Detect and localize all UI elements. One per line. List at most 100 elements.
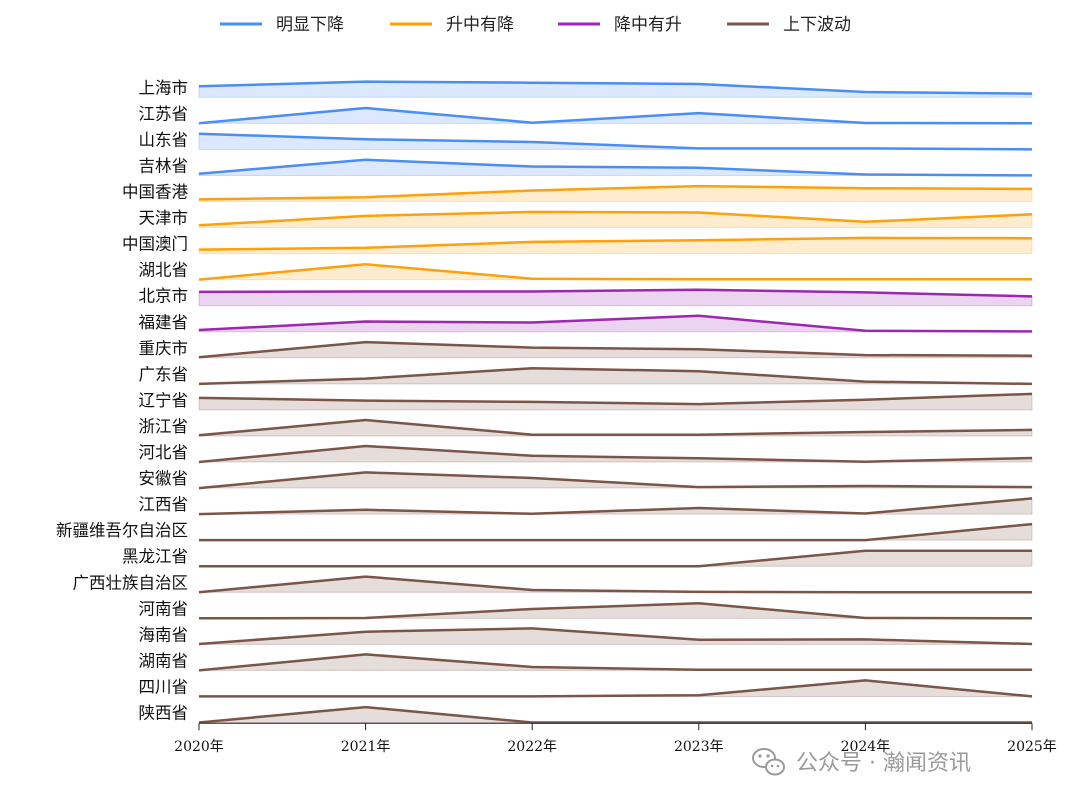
row-label: 北京市 — [139, 287, 189, 306]
row-line — [198, 653, 1032, 672]
row-label: 广西壮族自治区 — [73, 573, 189, 592]
row-area — [198, 523, 1033, 541]
row-湖北省: 湖北省 — [139, 261, 1033, 281]
row-山东省: 山东省 — [139, 130, 1033, 151]
row-area — [198, 679, 1033, 697]
row-广东省: 广东省 — [139, 365, 1033, 386]
x-tick-label: 2022年 — [507, 739, 557, 755]
row-line — [198, 184, 1033, 201]
row-area — [198, 133, 1033, 150]
row-area — [198, 627, 1033, 645]
legend-item-downup[interactable]: 降中有升 — [558, 15, 682, 35]
legend-label: 上下波动 — [783, 15, 851, 35]
row-天津市: 天津市 — [139, 209, 1033, 229]
row-安徽省: 安徽省 — [139, 469, 1033, 490]
row-line — [198, 705, 1032, 724]
legend: 明显下降 升中有降 降中有升 上下波动 — [220, 15, 851, 35]
legend-item-updown[interactable]: 升中有降 — [390, 15, 514, 35]
row-line — [198, 627, 1033, 646]
row-河南省: 河南省 — [139, 599, 1033, 620]
row-新疆维吾尔自治区: 新疆维吾尔自治区 — [56, 521, 1033, 542]
row-label: 上海市 — [139, 78, 189, 97]
row-label: 湖南省 — [139, 651, 189, 670]
watermark-text: 公众号 · 瀚闻资讯 — [796, 751, 971, 776]
row-label: 浙江省 — [139, 417, 189, 436]
row-label: 黑龙江省 — [122, 547, 188, 566]
row-吉林省: 吉林省 — [139, 156, 1033, 177]
row-area — [198, 706, 1032, 723]
row-line — [198, 288, 1033, 298]
legend-item-fluct[interactable]: 上下波动 — [727, 15, 851, 35]
row-label: 河南省 — [139, 599, 189, 618]
row-line — [198, 366, 1033, 386]
row-label: 陕西省 — [139, 704, 189, 723]
row-line — [198, 132, 1033, 151]
row-label: 江西省 — [139, 495, 189, 514]
legend-item-down[interactable]: 明显下降 — [220, 15, 344, 35]
row-line — [198, 236, 1033, 251]
row-line — [198, 497, 1033, 516]
row-label: 湖北省 — [139, 261, 189, 280]
x-axis: 2020年 2021年 2022年 2023年 2024年 2025年 — [174, 722, 1057, 755]
row-line — [198, 418, 1033, 437]
row-line — [198, 602, 1033, 620]
row-重庆市: 重庆市 — [139, 339, 1033, 359]
row-label: 江苏省 — [139, 104, 189, 123]
row-四川省: 四川省 — [139, 677, 1033, 698]
x-tick-label: 2021年 — [341, 739, 391, 755]
x-tick-label: 2023年 — [674, 739, 724, 755]
row-海南省: 海南省 — [139, 625, 1033, 646]
row-label: 海南省 — [139, 625, 189, 644]
row-陕西省: 陕西省 — [139, 704, 1032, 724]
row-label: 河北省 — [139, 443, 189, 462]
legend-label: 升中有降 — [446, 15, 514, 35]
row-line — [198, 263, 1032, 281]
x-tick-label: 2024年 — [841, 739, 891, 755]
x-tick-label: 2020年 — [174, 739, 224, 755]
row-上海市: 上海市 — [139, 78, 1033, 98]
row-河北省: 河北省 — [139, 443, 1033, 464]
row-line — [198, 575, 1032, 594]
row-江西省: 江西省 — [139, 495, 1033, 516]
row-area — [198, 107, 1033, 124]
row-label: 吉林省 — [139, 156, 189, 175]
row-line — [199, 549, 1032, 568]
row-line — [198, 444, 1033, 464]
row-北京市: 北京市 — [139, 287, 1033, 307]
row-label: 新疆维吾尔自治区 — [56, 521, 188, 540]
row-label: 福建省 — [139, 313, 189, 332]
watermark: 公众号 · 瀚闻资讯 — [752, 748, 971, 776]
row-江苏省: 江苏省 — [139, 104, 1033, 125]
row-广西壮族自治区: 广西壮族自治区 — [73, 573, 1033, 594]
row-label: 山东省 — [139, 130, 189, 149]
row-黑龙江省: 黑龙江省 — [122, 547, 1033, 568]
row-label: 辽宁省 — [139, 391, 189, 410]
row-label: 广东省 — [139, 365, 189, 384]
row-line — [198, 392, 1033, 406]
row-line — [198, 471, 1033, 490]
row-label: 中国香港 — [122, 183, 189, 202]
row-浙江省: 浙江省 — [139, 417, 1033, 437]
row-辽宁省: 辽宁省 — [139, 391, 1033, 411]
row-line — [199, 679, 1033, 698]
row-福建省: 福建省 — [139, 313, 1033, 333]
x-tick-label: 2025年 — [1007, 739, 1057, 755]
row-line — [198, 340, 1033, 359]
row-中国香港: 中国香港 — [122, 183, 1033, 202]
row-line — [198, 314, 1033, 333]
row-label: 四川省 — [139, 677, 189, 696]
row-line — [198, 106, 1033, 125]
row-line — [198, 158, 1033, 177]
row-line — [198, 80, 1033, 95]
row-area — [198, 263, 1033, 281]
legend-label: 降中有升 — [614, 15, 682, 35]
row-area — [199, 550, 1033, 567]
row-label: 天津市 — [139, 209, 189, 228]
row-label: 重庆市 — [139, 339, 189, 358]
row-label: 安徽省 — [139, 469, 189, 488]
legend-label: 明显下降 — [276, 15, 344, 35]
wechat-icon — [752, 748, 785, 776]
row-label: 中国澳门 — [122, 235, 188, 254]
row-中国澳门: 中国澳门 — [122, 235, 1033, 255]
